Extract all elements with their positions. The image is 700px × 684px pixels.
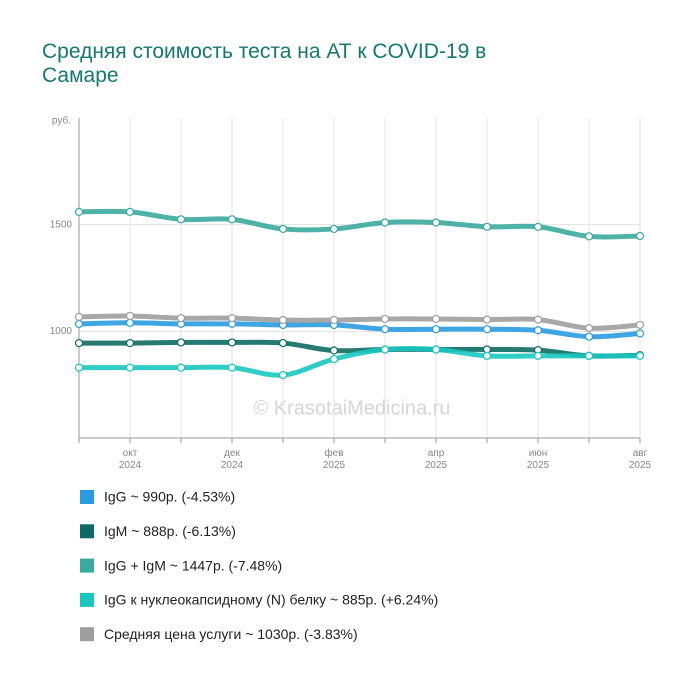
point: [533, 315, 543, 324]
point: [74, 338, 84, 348]
point: [176, 314, 186, 323]
series-line: [76, 208, 643, 240]
point: [482, 315, 492, 324]
point: [278, 370, 288, 380]
legend-label: IgG ~ 990р. (-4.53%): [104, 489, 235, 505]
point: [635, 231, 645, 241]
point: [74, 363, 84, 372]
point: [329, 315, 339, 325]
point: [74, 207, 84, 216]
point: [584, 332, 594, 341]
point: [380, 345, 390, 354]
watermark: © KrasotaiMedicina.ru: [253, 397, 450, 419]
point: [329, 354, 339, 364]
x-tick-label: июн 2025: [527, 448, 550, 471]
point: [635, 320, 645, 330]
point: [431, 345, 441, 354]
legend-swatch: [80, 592, 94, 607]
point: [584, 232, 594, 241]
point: [176, 215, 186, 224]
point: [380, 325, 390, 334]
x-tick-label: апр 2025: [425, 448, 448, 471]
point: [176, 338, 186, 347]
point: [431, 325, 441, 334]
x-tick-label: фев 2025: [323, 447, 346, 471]
series-line: [76, 313, 643, 331]
legend-swatch: [80, 627, 94, 642]
point: [125, 363, 135, 372]
series-line: [76, 320, 643, 340]
point: [533, 351, 543, 360]
point: [482, 222, 492, 231]
point: [635, 351, 645, 360]
point: [329, 346, 339, 355]
point: [533, 326, 543, 335]
x-tick-label: окт 2024: [119, 448, 142, 471]
x-tick-label: авг 2025: [629, 448, 652, 471]
point: [125, 318, 135, 327]
y-tick-label: 1500: [50, 219, 73, 230]
legend-swatch: [80, 490, 94, 504]
point: [431, 314, 441, 324]
point: [227, 215, 237, 224]
point: [278, 224, 288, 234]
x-tick-label: дек 2024: [221, 448, 244, 471]
legend-label: IgG к нуклеокапсидному (N) белку ~ 885р.…: [104, 592, 438, 608]
y-axis-label: руб.: [52, 115, 71, 127]
point: [380, 218, 390, 227]
point: [227, 314, 237, 323]
point: [380, 314, 390, 324]
point: [74, 312, 84, 321]
point: [278, 315, 288, 325]
point: [482, 325, 492, 334]
series-line: [76, 345, 643, 378]
legend-label: IgG + IgM ~ 1447р. (-7.48%): [104, 557, 282, 573]
point: [125, 207, 135, 216]
point: [278, 338, 288, 348]
legend-label: Средняя цена услуги ~ 1030р. (-3.83%): [104, 626, 358, 642]
chart-title: Средняя стоимость теста на АТ к COVID-19…: [42, 40, 486, 87]
point: [482, 351, 492, 360]
y-tick-label: 1000: [50, 326, 73, 337]
point: [227, 338, 237, 347]
point: [329, 224, 339, 234]
point: [431, 218, 441, 227]
point: [125, 311, 135, 321]
point: [74, 319, 84, 328]
point: [533, 222, 543, 231]
point: [584, 351, 594, 360]
legend-swatch: [80, 558, 94, 573]
legend-label: IgM ~ 888р. (-6.13%): [104, 523, 236, 539]
point: [176, 363, 186, 372]
point: [125, 338, 135, 348]
point: [635, 329, 645, 338]
point: [227, 363, 237, 372]
point: [584, 324, 594, 333]
series-line: [76, 339, 643, 359]
legend-swatch: [80, 524, 94, 539]
